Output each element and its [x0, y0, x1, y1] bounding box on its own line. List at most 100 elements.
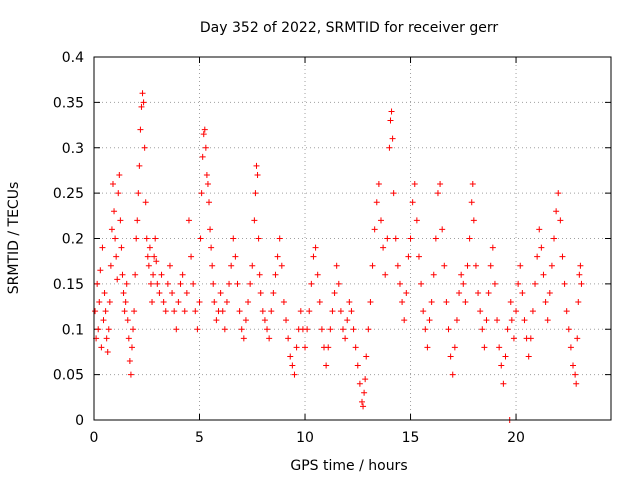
- data-point: [236, 308, 243, 315]
- data-point: [577, 262, 584, 269]
- data-point: [519, 289, 526, 296]
- y-tick-label: 0.1: [62, 322, 84, 338]
- data-point: [245, 299, 252, 306]
- data-point: [291, 371, 298, 378]
- data-point: [152, 235, 159, 242]
- data-point: [120, 289, 127, 296]
- data-point: [405, 253, 412, 260]
- data-point: [202, 144, 209, 151]
- data-point: [551, 235, 558, 242]
- data-point: [356, 380, 363, 387]
- y-axis-label: SRMTID / TECUs: [6, 182, 22, 295]
- data-point: [109, 181, 116, 188]
- data-point: [112, 235, 119, 242]
- x-tick-label: 15: [402, 430, 420, 446]
- data-point: [369, 262, 376, 269]
- data-point: [362, 376, 369, 383]
- data-point: [102, 308, 109, 315]
- data-point: [534, 253, 541, 260]
- data-point: [504, 326, 511, 333]
- data-point: [147, 280, 154, 287]
- data-point: [483, 317, 490, 324]
- data-point: [272, 271, 279, 278]
- data-point: [574, 335, 581, 342]
- data-point: [232, 253, 239, 260]
- data-point: [149, 299, 156, 306]
- data-point: [144, 253, 151, 260]
- chart-title: Day 352 of 2022, SRMTID for receiver ger…: [200, 20, 498, 36]
- data-point: [532, 280, 539, 287]
- data-point: [437, 181, 444, 188]
- data-point: [401, 317, 408, 324]
- data-point: [399, 299, 406, 306]
- data-point: [360, 403, 367, 410]
- data-point: [175, 299, 182, 306]
- y-tick-label: 0: [75, 413, 84, 429]
- data-point: [314, 271, 321, 278]
- data-point: [249, 262, 256, 269]
- data-point: [145, 262, 152, 269]
- data-point: [333, 262, 340, 269]
- data-point: [280, 299, 287, 306]
- data-point: [548, 262, 555, 269]
- data-point: [190, 280, 197, 287]
- y-tick-label: 0.15: [53, 277, 84, 293]
- data-point: [283, 317, 290, 324]
- data-point: [166, 262, 173, 269]
- data-point: [426, 317, 433, 324]
- data-point: [107, 262, 114, 269]
- data-point: [210, 280, 217, 287]
- data-point: [502, 353, 509, 360]
- data-point: [456, 289, 463, 296]
- data-point: [173, 326, 180, 333]
- data-point: [111, 208, 118, 215]
- data-point: [143, 235, 150, 242]
- data-point: [413, 217, 420, 224]
- data-point: [213, 317, 220, 324]
- data-point: [119, 271, 126, 278]
- data-point: [489, 244, 496, 251]
- data-point: [278, 262, 285, 269]
- data-point: [133, 235, 140, 242]
- data-point: [127, 371, 134, 378]
- y-tick-label: 0.3: [62, 141, 84, 157]
- data-point: [151, 253, 158, 260]
- data-point: [538, 244, 545, 251]
- data-point: [266, 335, 273, 342]
- data-point: [481, 344, 488, 351]
- data-point: [162, 308, 169, 315]
- data-point: [134, 217, 141, 224]
- data-point: [477, 308, 484, 315]
- data-point: [475, 289, 482, 296]
- data-point: [289, 362, 296, 369]
- data-point: [230, 235, 237, 242]
- data-point: [287, 353, 294, 360]
- data-point: [337, 308, 344, 315]
- x-tick-label: 0: [90, 430, 99, 446]
- data-point: [563, 308, 570, 315]
- data-point: [340, 326, 347, 333]
- data-point: [409, 199, 416, 206]
- data-point: [253, 162, 260, 169]
- data-point: [460, 280, 467, 287]
- data-point: [95, 326, 102, 333]
- data-point: [561, 280, 568, 287]
- data-point: [312, 244, 319, 251]
- data-point: [418, 280, 425, 287]
- data-point: [297, 308, 304, 315]
- data-point: [389, 135, 396, 142]
- data-point: [346, 299, 353, 306]
- data-point: [121, 308, 128, 315]
- data-point: [507, 299, 514, 306]
- data-point: [515, 280, 522, 287]
- data-point: [517, 262, 524, 269]
- data-point: [192, 308, 199, 315]
- data-point: [443, 299, 450, 306]
- data-point: [428, 299, 435, 306]
- data-point: [375, 181, 382, 188]
- data-point: [302, 344, 309, 351]
- data-point: [116, 171, 123, 178]
- data-point: [344, 317, 351, 324]
- data-point: [567, 344, 574, 351]
